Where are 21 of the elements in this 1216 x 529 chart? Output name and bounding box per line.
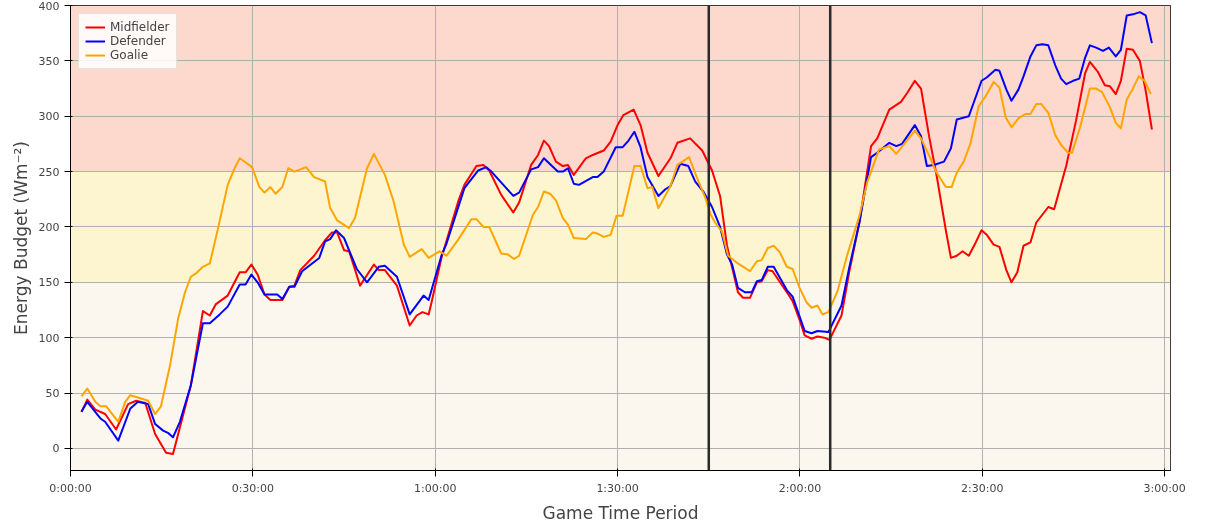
y-tick-label: 0 [52,442,60,456]
legend-label: Midfielder [110,20,170,34]
x-axis-title: Game Time Period [542,502,699,523]
x-tick-label: 2:00:00 [778,481,822,495]
y-tick-label: 350 [38,54,60,68]
legend-label: Goalie [110,48,149,62]
y-axis-title: Energy Budget (Wm⁻²) [10,141,31,335]
y-tick-label: 150 [38,276,60,290]
y-tick-label: 250 [38,165,60,179]
y-tick-label: 100 [38,331,60,345]
y-tick-label: 400 [38,0,60,13]
x-tick-label: 1:00:00 [414,481,457,495]
x-tick-label: 3:00:00 [1143,481,1186,495]
x-tick-label: 1:30:00 [596,481,639,495]
legend-label: Defender [110,34,166,48]
x-tick-label: 2:30:00 [961,481,1004,495]
y-tick-label: 300 [38,110,60,124]
x-tick-label: 0:30:00 [231,481,275,495]
x-tick-label: 0:00:00 [49,481,92,495]
y-tick-label: 50 [45,387,60,400]
y-tick-label: 200 [38,220,60,234]
